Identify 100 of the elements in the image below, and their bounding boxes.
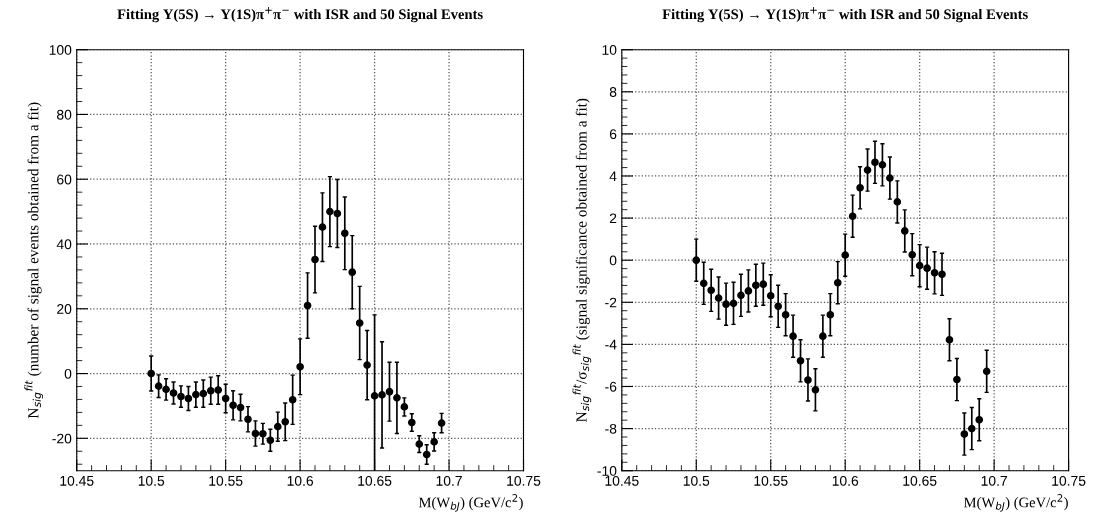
point <box>340 229 349 238</box>
point <box>945 335 954 344</box>
point <box>878 161 887 169</box>
point <box>789 332 797 341</box>
y-tick-label: 4 <box>609 171 617 182</box>
chart-title: Fitting Υ(5S) → Υ(1S)π$^{+}$π$^{−}$ with ISR and 50 Signal Events <box>662 7 1028 23</box>
x-tick-label: 10.5 <box>683 475 710 486</box>
point <box>714 294 723 302</box>
point <box>960 430 969 438</box>
point <box>953 375 961 384</box>
point <box>236 403 245 412</box>
point <box>804 376 812 384</box>
y-axis-title: N$_{sig}$$^{fit}$/σ$_{sig}$$^{fit}$ (signal significance obtained from a fit) <box>572 98 592 422</box>
y-tick-label: -6 <box>605 381 617 392</box>
point <box>729 299 738 308</box>
point <box>982 367 991 376</box>
x-tick-label: 10.55 <box>209 475 243 486</box>
point <box>407 418 416 427</box>
point <box>759 280 768 289</box>
point <box>856 183 864 192</box>
point <box>154 382 163 390</box>
point <box>177 392 185 401</box>
point <box>363 361 371 369</box>
point <box>169 389 178 397</box>
y-tick-label: 6 <box>609 129 617 140</box>
point <box>938 270 946 279</box>
point <box>296 362 304 371</box>
point <box>333 209 342 218</box>
point <box>967 424 976 433</box>
point <box>811 386 820 394</box>
point <box>206 386 215 395</box>
x-tick-label: 10.45 <box>60 475 94 486</box>
point <box>796 356 805 365</box>
point <box>752 281 760 290</box>
point <box>819 332 827 341</box>
point <box>699 279 708 288</box>
x-tick-label: 10.7 <box>436 475 462 486</box>
point <box>355 319 364 327</box>
point <box>273 422 282 431</box>
point <box>871 158 879 167</box>
point <box>221 394 230 403</box>
point <box>722 300 730 309</box>
y-tick-label: -2 <box>605 297 617 308</box>
x-tick-label: 10.5 <box>138 475 165 486</box>
point <box>833 278 842 287</box>
x-tick-label: 10.65 <box>358 475 392 486</box>
point <box>692 256 701 265</box>
point <box>863 166 872 174</box>
point <box>311 255 319 264</box>
point <box>848 212 857 221</box>
y-tick-label: 10 <box>602 45 617 55</box>
point <box>900 227 909 235</box>
point <box>923 264 931 273</box>
y-tick-label: 8 <box>609 87 617 97</box>
point <box>303 301 312 310</box>
y-tick-label: 100 <box>49 45 72 55</box>
point <box>348 268 357 276</box>
y-tick-label: 60 <box>57 174 72 185</box>
y-tick-label: -20 <box>52 433 72 444</box>
point <box>259 429 267 438</box>
point <box>908 250 917 259</box>
y-tick-label: 80 <box>57 109 72 120</box>
y-tick-label: -8 <box>605 423 617 434</box>
point <box>930 269 939 277</box>
point <box>826 310 835 319</box>
point <box>385 387 394 396</box>
point <box>288 395 297 404</box>
point <box>744 287 753 295</box>
point <box>229 401 237 410</box>
x-tick-label: 10.6 <box>287 475 314 486</box>
x-tick-label: 10.75 <box>507 475 541 486</box>
point <box>766 291 775 300</box>
point <box>915 261 924 270</box>
x-tick-label: 10.55 <box>754 475 788 486</box>
point <box>251 429 260 438</box>
point <box>737 291 745 300</box>
point <box>422 450 431 459</box>
point <box>162 385 170 394</box>
point <box>774 302 783 311</box>
x-tick-label: 10.65 <box>903 475 937 486</box>
point <box>437 419 446 427</box>
point <box>326 207 334 216</box>
chart-title: Fitting Υ(5S) → Υ(1S)π$^{+}$π$^{−}$ with ISR and 50 Signal Events <box>117 7 483 23</box>
x-tick-label: 10.7 <box>981 475 1007 486</box>
point <box>147 369 156 378</box>
point <box>886 174 894 182</box>
point <box>893 198 902 206</box>
point <box>430 438 438 446</box>
x-tick-label: 10.75 <box>1052 475 1086 486</box>
point <box>841 251 850 259</box>
x-axis-title: M(W$_{bJ}$) (GeV/c$^{2}$) <box>964 494 1068 512</box>
x-tick-label: 10.45 <box>605 475 639 486</box>
point <box>378 391 386 399</box>
point <box>184 394 193 403</box>
point <box>318 223 327 231</box>
point <box>781 310 790 319</box>
point <box>192 390 200 399</box>
point <box>370 392 379 400</box>
point <box>393 394 401 402</box>
y-axis-title: N$_{sig}$$^{fit}$ (number of signal events obtained from a fit) <box>24 102 44 419</box>
